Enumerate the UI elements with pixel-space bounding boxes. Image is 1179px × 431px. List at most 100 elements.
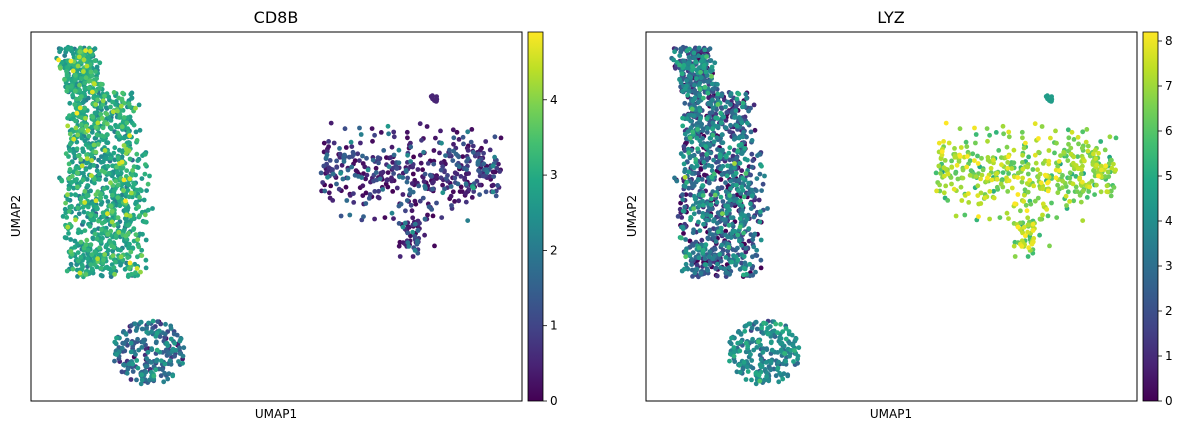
scatter-point	[404, 198, 410, 203]
scatter-point	[469, 126, 475, 132]
scatter-point	[759, 188, 764, 194]
scatter-point	[682, 86, 688, 92]
scatter-point	[718, 225, 724, 231]
scatter-point	[1027, 177, 1033, 183]
scatter-point	[718, 265, 723, 271]
scatter-point	[714, 107, 719, 113]
scatter-point	[941, 165, 947, 171]
scatter-point	[132, 321, 138, 327]
scatter-point	[68, 204, 74, 210]
colorbar: 0 1 2 3 4	[527, 31, 558, 408]
scatter-point	[73, 165, 79, 171]
scatter-point	[142, 219, 148, 225]
scatter-point	[1015, 170, 1021, 176]
scatter-point	[1019, 179, 1025, 185]
scatter-point	[112, 271, 117, 277]
scatter-point	[738, 332, 744, 337]
scatter-point	[117, 203, 123, 209]
scatter-point	[682, 174, 688, 180]
scatter-point	[65, 84, 70, 90]
scatter-point	[396, 243, 402, 249]
scatter-point	[108, 125, 114, 131]
scatter-point	[1065, 127, 1071, 133]
scatter-point	[67, 148, 73, 154]
scatter-point	[711, 171, 717, 177]
scatter-point	[966, 191, 971, 197]
colorbar-tick-label: 0	[550, 394, 558, 408]
scatter-point	[1035, 195, 1041, 201]
scatter-point	[704, 151, 710, 157]
scatter-point	[739, 168, 745, 174]
scatter-point	[681, 144, 687, 149]
scatter-point	[736, 115, 742, 120]
scatter-point	[456, 137, 462, 142]
scatter-point	[1091, 151, 1096, 157]
scatter-point	[66, 176, 72, 182]
scatter-point	[130, 246, 136, 251]
scatter-point	[73, 72, 78, 78]
scatter-point	[125, 255, 131, 260]
scatter-point	[696, 45, 702, 51]
scatter-point	[1020, 166, 1026, 172]
scatter-point	[1085, 143, 1091, 149]
scatter-point	[139, 253, 145, 258]
scatter-point	[81, 219, 86, 225]
scatter-point	[692, 82, 697, 88]
scatter-point	[130, 369, 136, 374]
scatter-point	[754, 345, 760, 350]
scatter-point	[96, 218, 101, 224]
scatter-point	[688, 215, 694, 220]
scatter-point	[1018, 208, 1023, 214]
scatter-point	[684, 78, 689, 83]
scatter-point	[749, 138, 755, 143]
scatter-point	[394, 166, 400, 171]
scatter-point	[120, 149, 125, 155]
scatter-point	[697, 93, 703, 99]
scatter-point	[1019, 129, 1025, 135]
scatter-point	[108, 228, 114, 234]
scatter-point	[154, 330, 160, 336]
scatter-point	[975, 193, 981, 199]
scatter-point	[67, 167, 73, 172]
scatter-point	[749, 187, 755, 193]
scatter-point	[138, 320, 143, 325]
scatter-point	[163, 321, 168, 327]
scatter-point	[688, 192, 694, 198]
scatter-point	[124, 120, 130, 126]
scatter-point	[165, 376, 171, 382]
scatter-point	[360, 193, 366, 199]
scatter-point	[82, 105, 88, 111]
scatter-point	[783, 326, 789, 331]
scatter-point	[750, 158, 756, 164]
scatter-point	[1104, 183, 1110, 189]
scatter-point	[1077, 192, 1083, 198]
scatter-point	[728, 215, 734, 221]
scatter-point	[326, 139, 331, 144]
scatter-point	[99, 227, 104, 232]
scatter-point	[1079, 145, 1085, 151]
scatter-point	[497, 169, 503, 174]
scatter-point	[692, 90, 698, 96]
scatter-point	[77, 105, 83, 111]
scatter-point	[938, 171, 943, 176]
scatter-point	[991, 188, 996, 194]
scatter-point	[991, 157, 996, 163]
scatter-point	[351, 200, 357, 205]
scatter-point	[681, 58, 687, 64]
scatter-point	[118, 108, 124, 113]
scatter-point	[98, 81, 104, 87]
scatter-point	[481, 161, 487, 167]
scatter-point	[336, 186, 342, 192]
scatter-point	[98, 195, 103, 201]
scatter-point	[351, 152, 356, 157]
scatter-point	[490, 182, 496, 188]
scatter-point	[372, 189, 378, 194]
scatter-point	[737, 348, 743, 354]
scatter-point	[1026, 245, 1032, 251]
scatter-point	[465, 148, 471, 153]
y-axis-label: UMAP2	[9, 195, 23, 237]
scatter-point	[180, 353, 186, 359]
scatter-point	[477, 192, 482, 198]
scatter-point	[121, 115, 127, 120]
scatter-point	[715, 102, 721, 107]
